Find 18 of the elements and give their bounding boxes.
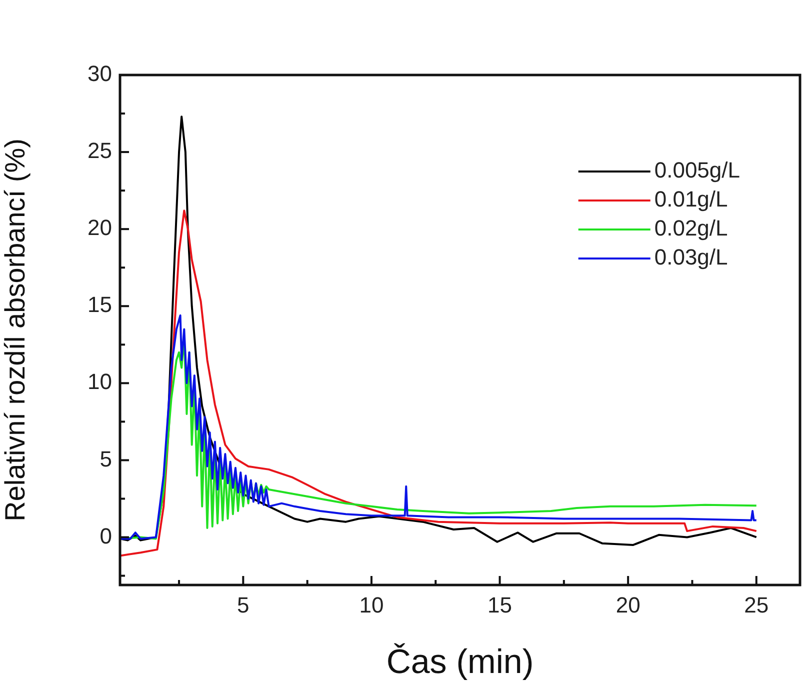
y-tick-label: 0: [100, 523, 112, 548]
legend-label: 0.005g/L: [654, 158, 740, 183]
y-tick-label: 25: [88, 138, 112, 164]
x-tick-label: 25: [744, 592, 769, 618]
y-tick-label: 30: [88, 61, 112, 86]
legend-label: 0.02g/L: [654, 216, 728, 241]
x-tick-label: 15: [488, 592, 512, 618]
x-tick-label: 5: [237, 592, 250, 618]
legend-label: 0.03g/L: [654, 244, 728, 270]
y-tick-label: 15: [88, 292, 112, 318]
y-tick-label: 10: [88, 369, 112, 394]
y-tick-label: 20: [88, 215, 112, 240]
x-tick-label: 10: [359, 592, 384, 618]
y-axis-title: Relativní rozdíl absorbancí (%): [0, 138, 31, 522]
legend-label: 0.01g/L: [654, 186, 728, 212]
y-tick-label: 5: [100, 446, 112, 472]
x-tick-label: 20: [616, 592, 640, 618]
x-axis-title: Čas (min): [386, 642, 534, 681]
